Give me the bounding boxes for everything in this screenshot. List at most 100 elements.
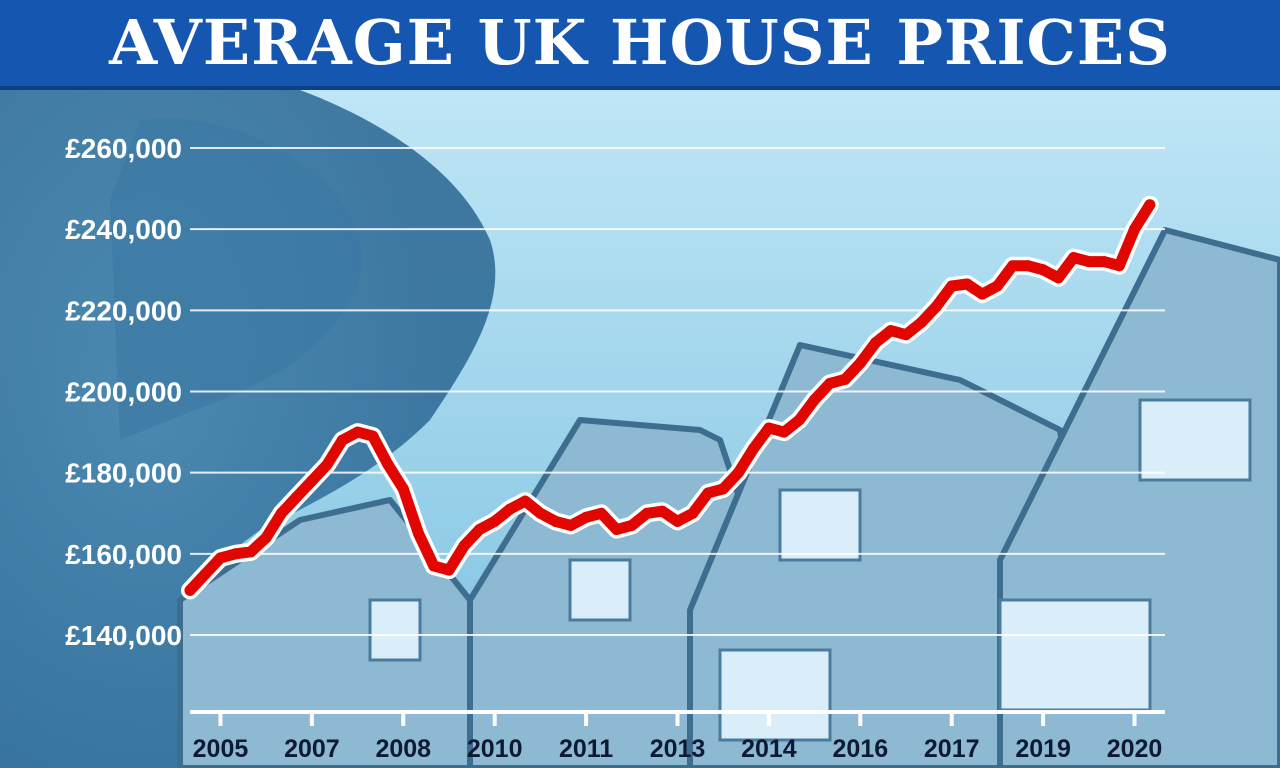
data-point	[519, 495, 531, 507]
data-point	[291, 491, 303, 503]
data-point	[199, 568, 211, 580]
tree-canopy-detail	[110, 118, 362, 440]
data-point	[885, 325, 897, 337]
data-point	[260, 532, 272, 544]
chart-title: AVERAGE UK HOUSE PRICES	[109, 6, 1171, 79]
data-point	[504, 503, 516, 515]
data-point	[595, 507, 607, 519]
data-point	[1007, 260, 1019, 272]
data-point	[275, 507, 287, 519]
data-point	[946, 280, 958, 292]
data-point	[915, 317, 927, 328]
data-point	[809, 394, 821, 406]
data-point	[763, 422, 775, 434]
data-point	[565, 519, 577, 531]
data-point	[793, 414, 805, 426]
title-banner: AVERAGE UK HOUSE PRICES	[0, 0, 1280, 90]
data-point	[215, 552, 226, 564]
data-point	[1037, 264, 1049, 276]
data-point	[991, 280, 1003, 292]
data-point	[778, 426, 790, 438]
data-point	[1098, 256, 1110, 268]
x-tick-label: 2011	[559, 735, 613, 763]
data-point	[672, 515, 683, 527]
data-point	[458, 540, 470, 552]
x-tick-label: 2019	[1015, 735, 1071, 763]
data-point	[336, 434, 348, 446]
data-point	[839, 373, 851, 385]
data-point	[626, 519, 638, 531]
data-point	[474, 524, 485, 535]
data-point	[687, 507, 699, 519]
window	[778, 488, 862, 562]
window	[718, 648, 832, 742]
y-tick-label: £220,000	[65, 295, 182, 326]
y-tick-label: £240,000	[65, 214, 182, 245]
data-point	[870, 337, 881, 349]
window	[368, 598, 422, 662]
data-point	[550, 515, 562, 527]
data-point	[489, 515, 501, 527]
data-point	[717, 483, 729, 495]
data-point	[1144, 199, 1156, 211]
data-point	[1129, 223, 1140, 235]
x-tick-label: 2008	[375, 735, 431, 763]
data-point	[306, 475, 318, 487]
y-tick-label: £260,000	[65, 133, 182, 164]
data-point	[1083, 256, 1095, 268]
x-tick-label: 2007	[284, 735, 340, 763]
data-point	[732, 467, 744, 479]
data-point	[900, 329, 912, 341]
data-point	[931, 300, 942, 312]
x-axis: 2005 2007 2008 2010 2011 2013 2014 2016 2017 2019…	[190, 710, 1165, 763]
data-point	[702, 487, 714, 499]
data-point	[397, 483, 409, 495]
data-point	[580, 511, 592, 523]
data-point	[321, 459, 333, 471]
data-point	[976, 288, 988, 300]
x-tick-label: 2005	[193, 735, 249, 763]
data-point	[367, 430, 379, 442]
data-point	[961, 278, 973, 290]
y-tick-label: £140,000	[65, 620, 182, 651]
data-point	[748, 442, 760, 454]
house-windows	[368, 398, 1252, 742]
data-point	[854, 357, 866, 369]
x-tick-label: 2016	[833, 735, 889, 763]
chart-plot: £140,000 £160,000 £180,000 £200,000 £220,000…	[0, 90, 1280, 768]
gridlines	[190, 147, 1165, 636]
y-tick-label: £200,000	[65, 377, 182, 408]
data-point	[656, 505, 668, 517]
window	[1138, 398, 1252, 482]
data-point	[611, 524, 623, 535]
data-point	[428, 560, 440, 572]
x-tick-label: 2010	[467, 735, 523, 763]
data-point	[382, 459, 394, 471]
x-tick-label: 2020	[1107, 735, 1163, 763]
window	[568, 558, 632, 622]
data-point	[641, 507, 653, 519]
data-point	[1022, 260, 1034, 272]
data-point	[1113, 260, 1125, 272]
data-point	[245, 546, 257, 558]
x-tick-label: 2013	[650, 735, 706, 763]
series-layer	[181, 195, 1159, 600]
window	[998, 598, 1152, 712]
y-tick-label: £160,000	[65, 539, 182, 570]
series-line	[184, 199, 1156, 596]
data-point	[1068, 252, 1080, 264]
data-point	[230, 548, 242, 560]
y-axis-labels: £140,000 £160,000 £180,000 £200,000 £220,000…	[65, 133, 182, 651]
data-point	[1052, 272, 1064, 284]
y-tick-label: £180,000	[65, 458, 182, 489]
data-point	[413, 528, 424, 539]
background-illustration	[0, 90, 1280, 768]
data-point	[443, 564, 455, 576]
x-tick-label: 2014	[741, 735, 797, 763]
data-point	[824, 377, 836, 389]
data-point	[534, 507, 546, 519]
x-tick-label: 2017	[924, 735, 980, 763]
data-point	[184, 584, 196, 596]
data-point	[352, 426, 364, 438]
